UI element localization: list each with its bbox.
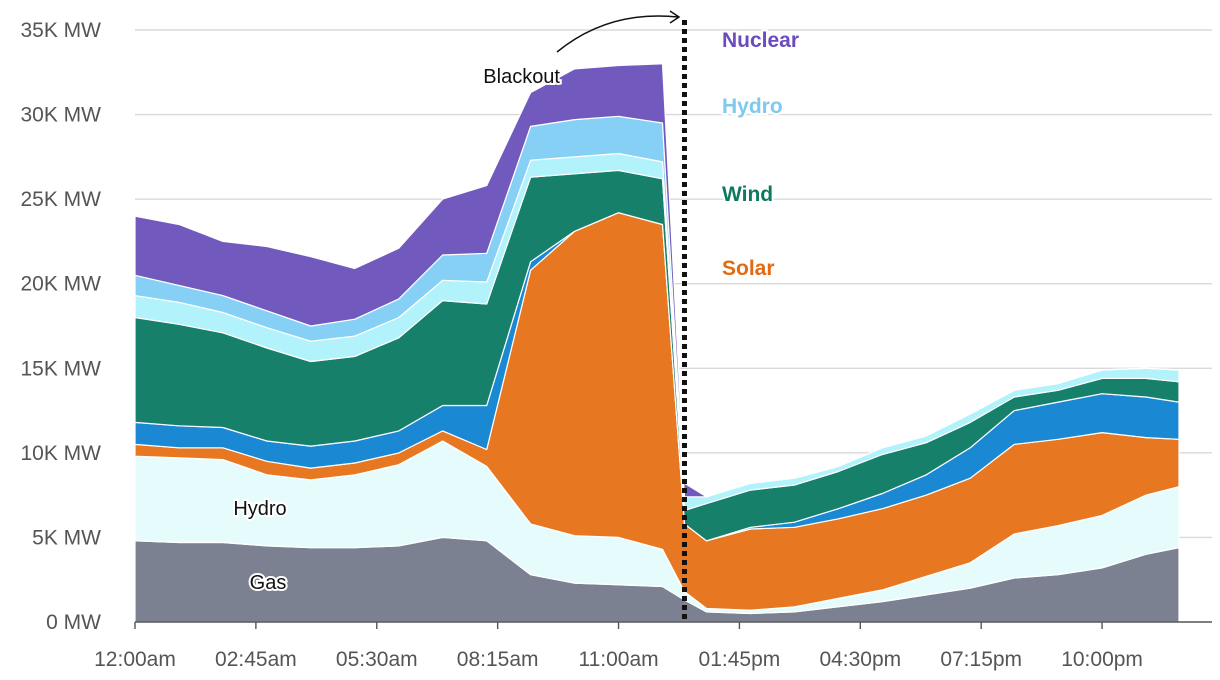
inner-labels: Hydro Gas (231, 496, 288, 596)
x-tick-label: 04:30pm (819, 648, 901, 671)
x-tick-label: 01:45pm (699, 648, 781, 671)
series-label-nuclear: Nuclear (722, 29, 799, 52)
y-tick-label: 15K MW (20, 357, 101, 380)
inner-label-gas: Gas (250, 572, 287, 594)
blackout-annotation: Blackout (481, 10, 687, 622)
inner-label-hydro: Hydro (233, 498, 286, 520)
x-tick-label: 10:00pm (1061, 648, 1143, 671)
y-tick-label: 20K MW (20, 273, 101, 296)
y-tick-label: 25K MW (20, 188, 101, 211)
x-tick-label: 07:15pm (940, 648, 1022, 671)
series-label-hydro: Hydro (722, 95, 783, 118)
series-labels: Nuclear Hydro Wind Solar (720, 27, 801, 282)
y-tick-labels: 0 MW 5K MW 10K MW 15K MW 20K MW 25K MW 30K MW 3… (20, 19, 101, 634)
y-tick-label: 0 MW (46, 611, 101, 634)
x-tick-labels: 12:00am 02:45am 05:30am 08:15am 11:00am 01:45… (94, 622, 1143, 671)
y-tick-label: 5K MW (32, 526, 101, 549)
series-label-wind: Wind (722, 183, 773, 206)
x-tick-label: 11:00am (578, 648, 658, 671)
blackout-arrow (556, 10, 681, 53)
area-series-7 (134, 63, 1180, 498)
y-tick-label: 35K MW (20, 19, 101, 42)
x-tick-label: 02:45am (215, 648, 297, 671)
x-tick-label: 05:30am (336, 648, 418, 671)
blackout-label: Blackout (483, 66, 560, 88)
y-tick-label: 30K MW (20, 104, 101, 127)
x-tick-label: 08:15am (457, 648, 539, 671)
y-tick-label: 10K MW (20, 442, 101, 465)
series-label-solar: Solar (722, 257, 775, 280)
x-tick-label: 12:00am (94, 648, 176, 671)
area-series-group (134, 63, 1180, 623)
